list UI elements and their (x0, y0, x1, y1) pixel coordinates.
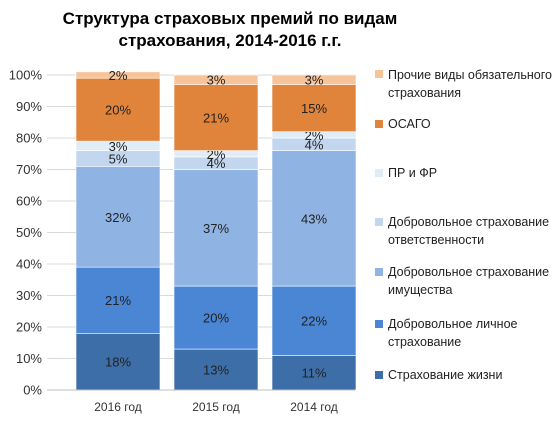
data-label: 3% (305, 73, 324, 88)
chart-title: Структура страховых премий по видам стра… (62, 9, 398, 50)
data-label: 3% (109, 139, 128, 154)
x-tick-label: 2015 год (192, 400, 240, 414)
data-label: 22% (301, 314, 327, 329)
y-tick-label: 70% (16, 162, 42, 177)
data-label: 3% (207, 73, 226, 88)
legend-label: Добровольное страхование ответственности (388, 215, 550, 247)
legend-label: Добровольное личное страхование (388, 317, 518, 349)
data-label: 43% (301, 211, 327, 226)
y-tick-label: 50% (16, 225, 42, 240)
bar-segment (271, 285, 357, 356)
bar-segment (271, 355, 357, 391)
data-label: 2% (109, 68, 128, 83)
bar-segment (271, 84, 357, 132)
bar-segment (75, 266, 161, 334)
bar-segment (271, 150, 357, 287)
y-tick-label: 30% (16, 288, 42, 303)
data-label: 11% (301, 366, 326, 381)
bar-segment (75, 71, 161, 79)
legend-label: ОСАГО (388, 117, 431, 131)
legend-label: Прочие виды обязательного страхования (388, 68, 552, 100)
legend-label: Страхование жизни (388, 368, 503, 382)
legend-swatch (375, 218, 383, 226)
data-label: 18% (105, 355, 131, 370)
bar-segment (173, 169, 259, 287)
bar-segment (271, 74, 357, 85)
bar-segment (173, 348, 259, 391)
legend-swatch (375, 169, 383, 177)
bar-segment (173, 84, 259, 151)
data-label: 13% (203, 363, 229, 378)
bar-segment (173, 74, 259, 85)
data-label: 21% (203, 111, 229, 126)
y-tick-label: 100% (9, 68, 43, 83)
data-label: 21% (105, 293, 131, 308)
data-label: 20% (203, 311, 229, 326)
legend-swatch (375, 70, 383, 78)
y-tick-label: 10% (16, 351, 42, 366)
bar-segment (75, 332, 161, 391)
bar-segment (173, 285, 259, 350)
data-label: 4% (207, 156, 226, 171)
y-tick-label: 90% (16, 99, 42, 114)
legend-swatch (375, 371, 383, 379)
data-label: 4% (305, 137, 324, 152)
legend-label: Добровольное страхование имущества (388, 265, 550, 297)
legend-swatch (375, 268, 383, 276)
legend-swatch (375, 320, 383, 328)
legend-swatch (375, 120, 383, 128)
data-label: 20% (105, 103, 131, 118)
bar-segment (75, 166, 161, 268)
y-tick-label: 80% (16, 131, 42, 146)
data-label: 32% (105, 210, 131, 225)
y-tick-label: 0% (23, 383, 42, 398)
data-label: 37% (203, 221, 229, 236)
data-label: 5% (109, 151, 128, 166)
x-tick-label: 2016 год (94, 400, 142, 414)
x-tick-label: 2014 год (290, 400, 338, 414)
y-tick-label: 20% (16, 320, 42, 335)
bar-segment (75, 77, 161, 142)
legend-label: ПР и ФР (388, 166, 438, 180)
y-tick-label: 40% (16, 257, 42, 272)
y-tick-label: 60% (16, 194, 42, 209)
data-label: 15% (301, 101, 327, 116)
